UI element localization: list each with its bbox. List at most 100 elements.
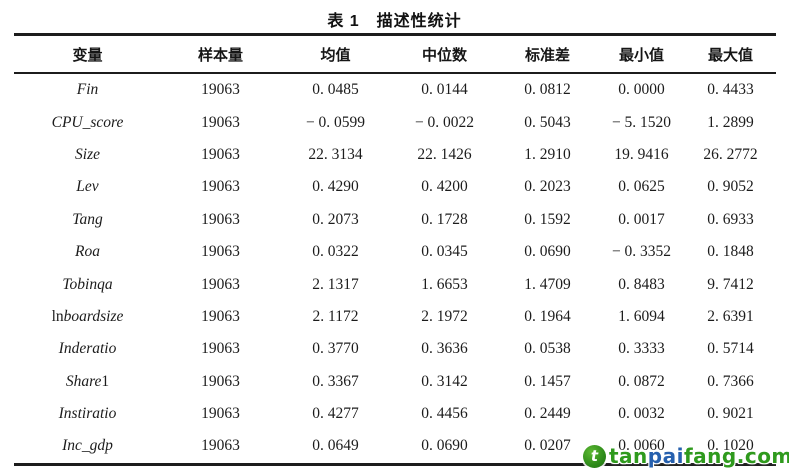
- variable-name: Roa: [14, 236, 162, 268]
- variable-name-segment: CPU_score: [51, 113, 124, 131]
- cell-value: 0. 1964: [524, 307, 571, 325]
- header-cell: 最小值: [597, 34, 686, 74]
- cell-value: 0. 4277: [312, 405, 359, 423]
- cell-value: 0. 0322: [312, 243, 359, 261]
- cell-value: 0. 9052: [707, 178, 754, 196]
- cell-value: 19063: [201, 372, 240, 390]
- cell-value: 0. 4433: [707, 81, 754, 99]
- cell-value: 0. 0690: [421, 437, 468, 455]
- header-cell: 标准差: [497, 34, 598, 74]
- cell-value: 19063: [201, 243, 240, 261]
- cell-value: 19063: [201, 437, 240, 455]
- cell-value: 0. 3142: [421, 372, 468, 390]
- variable-name-segment: Tang: [72, 210, 103, 228]
- watermark-text-segment: pai: [647, 444, 684, 468]
- variable-name: Size: [14, 139, 162, 171]
- cell-value: 0. 4200: [421, 178, 468, 196]
- cell-value: 0. 7366: [707, 372, 754, 390]
- cell-value: 0. 0060: [618, 437, 665, 455]
- cell-value: 1. 2910: [524, 145, 571, 163]
- cell-value: 19063: [201, 405, 240, 423]
- variable-name-segment: Share: [65, 372, 102, 390]
- table-row: CPU_score 19063 − 0. 0599 − 0. 0022 0. 5043 −…: [14, 106, 776, 138]
- cell-value: 0. 0625: [618, 178, 665, 196]
- cell-value: 19063: [201, 145, 240, 163]
- cell-value: 1. 6094: [618, 307, 665, 325]
- cell-value: 2. 1317: [312, 275, 359, 293]
- cell-value: 0. 0032: [618, 405, 665, 423]
- variable-name: Lev: [14, 171, 162, 203]
- cell-value: 0. 0538: [524, 340, 571, 358]
- cell-value: 0. 1592: [524, 210, 571, 228]
- cell-value: 0. 0649: [312, 437, 359, 455]
- descriptive-statistics-table: 变量 样本量 均值 中位数 标准差 最小值 最大值 Fin 19063 0. 0485 0. 01…: [13, 33, 776, 466]
- cell-value: 19063: [201, 275, 240, 293]
- header-cell: 样本量: [161, 34, 280, 74]
- table-row: Size 19063 22. 3134 22. 1426 1. 2910 19. 9416…: [14, 139, 776, 171]
- cell-value: 0. 0485: [312, 81, 359, 99]
- variable-name: lnboardsize: [14, 301, 162, 333]
- cell-value: − 0. 3352: [611, 243, 672, 261]
- cell-value: 22. 1426: [417, 145, 472, 163]
- variable-name-segment: 1: [101, 372, 110, 390]
- cell-value: 0. 0690: [524, 243, 571, 261]
- header-cell: 变量: [13, 34, 162, 74]
- table-row: Fin 19063 0. 0485 0. 0144 0. 0812 0. 0000 0. 4…: [14, 73, 776, 106]
- variable-name-segment: Fin: [76, 81, 99, 99]
- cell-value: 0. 2449: [524, 405, 571, 423]
- variable-name: CPU_score: [14, 106, 162, 138]
- variable-name: Inc_gdp: [14, 430, 162, 464]
- watermark-text-segment: .com: [736, 444, 789, 468]
- cell-value: 0. 1457: [524, 372, 571, 390]
- cell-value: 0. 1020: [707, 437, 754, 455]
- cell-value: 19063: [201, 113, 240, 131]
- variable-name-segment: Roa: [75, 243, 100, 261]
- cell-value: 26. 2772: [703, 145, 758, 163]
- cell-value: 0. 1728: [421, 210, 468, 228]
- cell-value: 1. 2899: [707, 113, 754, 131]
- cell-value: 0. 0207: [524, 437, 571, 455]
- cell-value: 1. 4709: [524, 275, 571, 293]
- watermark-text-segment: tan: [609, 444, 648, 468]
- table-row: Tang 19063 0. 2073 0. 1728 0. 1592 0. 0017 0. …: [14, 204, 776, 236]
- cell-value: 0. 2073: [312, 210, 359, 228]
- cell-value: − 0. 0022: [414, 113, 475, 131]
- cell-value: 2. 1172: [312, 307, 359, 325]
- cell-value: 0. 4456: [421, 405, 468, 423]
- cell-value: 0. 6933: [707, 210, 754, 228]
- cell-value: 9. 7412: [707, 275, 754, 293]
- cell-value: 0. 3333: [618, 340, 665, 358]
- table-row: Inc_gdp 19063 0. 0649 0. 0690 0. 0207 0. 0060…: [14, 430, 776, 464]
- cell-value: 19063: [201, 340, 240, 358]
- cell-value: 0. 8483: [618, 275, 665, 293]
- cell-value: − 0. 0599: [305, 113, 366, 131]
- variable-name: Fin: [14, 73, 162, 106]
- cell-value: 0. 0000: [618, 81, 665, 99]
- cell-value: 19063: [201, 178, 240, 196]
- cell-value: 19063: [201, 307, 240, 325]
- variable-name: Instiratio: [14, 398, 162, 430]
- variable-name-segment: Inc_gdp: [62, 437, 113, 455]
- header-cell: 最大值: [685, 34, 776, 74]
- cell-value: 0. 0144: [421, 81, 468, 99]
- cell-value: − 5. 1520: [611, 113, 672, 131]
- cell-value: 0. 5043: [524, 113, 571, 131]
- cell-value: 0. 1848: [707, 243, 754, 261]
- cell-value: 0. 4290: [312, 178, 359, 196]
- cell-value: 2. 1972: [421, 307, 468, 325]
- table-row: Tobinqa 19063 2. 1317 1. 6653 1. 4709 0. 8483…: [14, 268, 776, 300]
- variable-name-segment: boardsize: [63, 307, 124, 325]
- watermark: t tanpaifang.com: [583, 441, 789, 471]
- watermark-text-segment: fang: [683, 444, 737, 468]
- variable-name: Inderatio: [14, 333, 162, 365]
- cell-value: 0. 0345: [421, 243, 468, 261]
- watermark-text: tanpaifang.com: [609, 444, 789, 468]
- cell-value: 0. 0017: [618, 210, 665, 228]
- variable-name: Share1: [14, 366, 162, 398]
- table-row: lnboardsize 19063 2. 1172 2. 1972 0. 1964 1. …: [14, 301, 776, 333]
- table-row: Inderatio 19063 0. 3770 0. 3636 0. 0538 0. 33…: [14, 333, 776, 365]
- cell-value: 19. 9416: [614, 145, 669, 163]
- variable-name: Tobinqa: [14, 268, 162, 300]
- cell-value: 1. 6653: [421, 275, 468, 293]
- cell-value: 0. 9021: [707, 405, 754, 423]
